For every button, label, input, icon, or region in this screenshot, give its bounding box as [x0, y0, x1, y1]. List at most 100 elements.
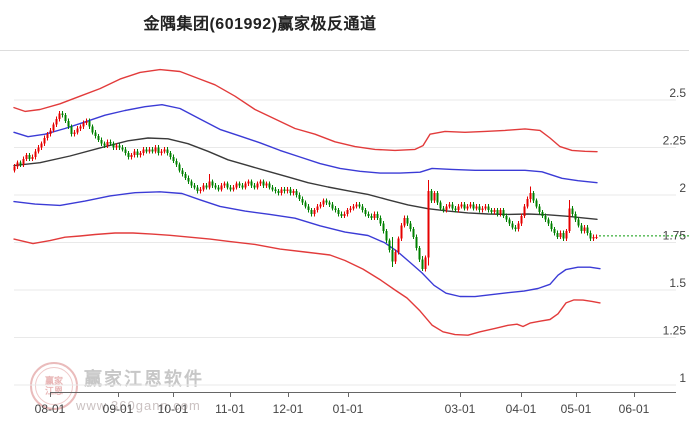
candle-body [502, 210, 505, 216]
candle-body [451, 204, 454, 209]
candle-body [211, 181, 214, 186]
candle-body [298, 195, 301, 199]
candle-body [322, 200, 325, 205]
candle-body [544, 215, 547, 220]
grid-and-y-labels: 2.5 2.25 2 1.75 1.5 1.25 1 [14, 86, 687, 386]
candle-body [13, 166, 16, 171]
candle-body [424, 257, 427, 270]
candle-body [37, 147, 40, 152]
candle-body [553, 229, 556, 233]
candle-body [316, 206, 319, 211]
candle-body [148, 149, 151, 152]
candle-body [385, 231, 388, 241]
candle-body [415, 236, 418, 249]
candle-body [349, 208, 352, 211]
candle-body [340, 214, 343, 216]
candle-body [94, 132, 97, 137]
candle-body [16, 162, 19, 167]
candle-body [490, 210, 493, 213]
candle-body [55, 119, 58, 125]
candle-body [67, 120, 70, 127]
candle-body [313, 210, 316, 214]
candle-body [163, 149, 166, 152]
candle-body [64, 115, 67, 121]
candle-body [574, 214, 577, 220]
candle-body [367, 214, 370, 216]
candle-body [175, 160, 178, 165]
x-axis-label: 11-01 [215, 402, 245, 416]
candle-body [508, 219, 511, 224]
candle-body [460, 204, 463, 207]
candle-body [235, 183, 238, 188]
candle-body [277, 191, 280, 194]
candle-body [76, 128, 79, 133]
candle-body [220, 185, 223, 190]
candle-body [139, 153, 142, 156]
candle-body [457, 206, 460, 211]
y-axis-label: 1.25 [663, 324, 687, 338]
candle-body [124, 149, 127, 154]
candle-body [241, 185, 244, 188]
candle-body [517, 223, 520, 230]
candle-body [361, 206, 364, 211]
candle-body [445, 206, 448, 211]
candle-body [22, 158, 25, 165]
candle-body [352, 206, 355, 209]
y-axis-label: 1.5 [669, 276, 686, 290]
candle-body [499, 210, 502, 214]
candle-body [58, 113, 61, 119]
candle-body [583, 227, 586, 232]
candle-body [199, 189, 202, 192]
candle-body [358, 204, 361, 207]
candle-body [511, 223, 514, 228]
candle-body [88, 120, 91, 127]
candle-body [268, 183, 271, 188]
candle-body [196, 187, 199, 192]
x-axis-label: 09-01 [103, 402, 134, 416]
candle-body [514, 227, 517, 230]
candle-body [541, 212, 544, 216]
candle-body [31, 157, 34, 159]
x-axis-label: 08-01 [35, 402, 66, 416]
candle-body [172, 157, 175, 161]
candle-body [325, 200, 328, 203]
candle-body [493, 210, 496, 213]
candle-body [364, 210, 367, 214]
candle-body [82, 122, 85, 127]
channel-lines [13, 68, 601, 336]
candle-body [223, 183, 226, 186]
y-axis-label: 2.5 [669, 86, 686, 100]
candle-body [262, 181, 265, 186]
candle-body [394, 252, 397, 262]
x-axis-label: 05-01 [561, 402, 592, 416]
candle-body [265, 183, 268, 186]
candle-body [295, 191, 298, 195]
candle-body [100, 139, 103, 144]
candle-body [559, 233, 562, 237]
candle-body [397, 238, 400, 252]
y-axis-label: 1 [679, 371, 686, 385]
candle-body [346, 210, 349, 214]
candle-body [481, 208, 484, 211]
candle-body [532, 193, 535, 201]
candle-body [151, 149, 154, 152]
candle-body [109, 141, 112, 144]
y-axis-label: 1.75 [663, 229, 687, 243]
candle-body [535, 200, 538, 207]
candle-body [190, 181, 193, 186]
candle-body [547, 219, 550, 224]
candle-body [526, 198, 529, 207]
candle-body [28, 155, 31, 159]
candle-body [400, 225, 403, 239]
candle-body [289, 189, 292, 194]
candle-body [472, 204, 475, 209]
candle-body [79, 126, 82, 129]
candle-body [454, 208, 457, 211]
candle-body [373, 214, 376, 218]
candle-body [106, 141, 109, 146]
chart-title: 金隅集团(601992)赢家极反通道 [143, 16, 377, 33]
candle-body [466, 206, 469, 209]
candle-body [538, 206, 541, 213]
x-axis: 08-01 09-01 10-01 11-01 12-01 01-01 03-01 04-01… [35, 392, 676, 416]
